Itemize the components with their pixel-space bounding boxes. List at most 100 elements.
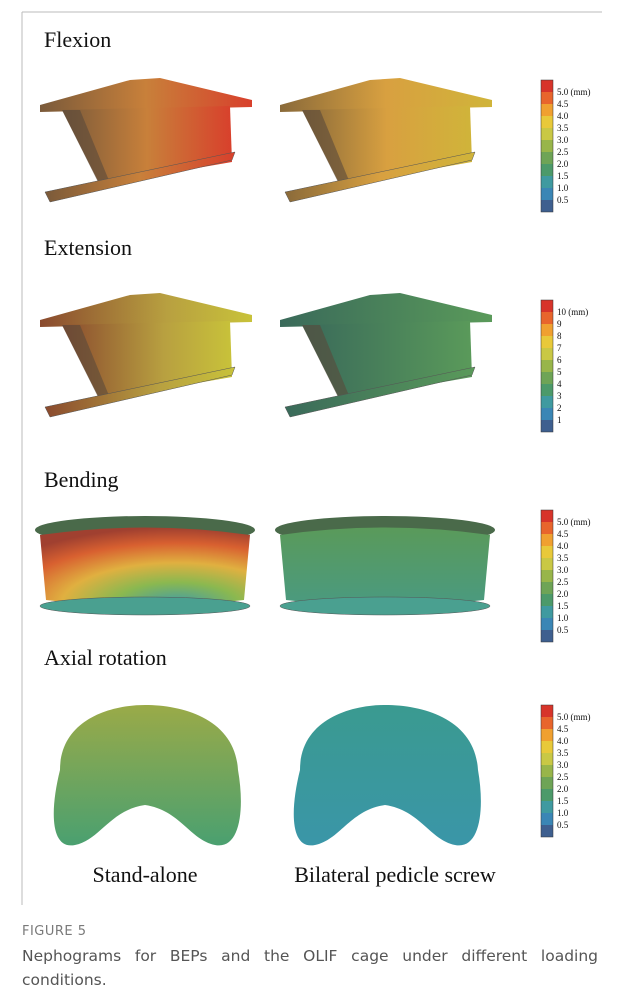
colorbar-label: 2.5: [557, 577, 569, 587]
colorbar-label: 10 (mm): [557, 307, 588, 317]
colorbar-label: 3.0: [557, 135, 569, 145]
colorbar-segment: [541, 765, 553, 777]
colorbar-segment: [541, 116, 553, 128]
colorbar-label: 4: [557, 379, 562, 389]
colorbar-segment: [541, 200, 553, 212]
nephogram: [280, 293, 492, 417]
colorbar-segment: [541, 384, 553, 396]
colorbar-label: 3.0: [557, 760, 569, 770]
colorbar-label: 6: [557, 355, 562, 365]
colorbar-segment: [541, 753, 553, 765]
colorbar-label: 0.5: [557, 625, 569, 635]
colorbar-segment: [541, 372, 553, 384]
colorbar-label: 2.0: [557, 589, 569, 599]
colorbar-segment: [541, 618, 553, 630]
colorbar-segment: [541, 396, 553, 408]
colorbar-segment: [541, 300, 553, 312]
colorbar-label: 5.0 (mm): [557, 87, 591, 97]
caption-text: Nephograms for BEPs and the OLIF cage un…: [22, 944, 598, 992]
endplate: [294, 705, 481, 845]
colorbar-segment: [541, 128, 553, 140]
endplate: [54, 705, 241, 845]
colorbar-segment: [541, 408, 553, 420]
cage-body: [280, 528, 490, 607]
colorbar-segment: [541, 630, 553, 642]
colorbar-segment: [541, 777, 553, 789]
colorbar-label: 4.5: [557, 724, 569, 734]
colorbar-label: 2.0: [557, 784, 569, 794]
colorbar-label: 5.0 (mm): [557, 712, 591, 722]
page: Flexion 5.0 (mm) 4.5 4.0 3.5 3.0 2.5 2.0 1.5 1.0 0…: [0, 0, 617, 998]
nephogram: [40, 78, 252, 202]
colorbar-segment: [541, 570, 553, 582]
column-label: Bilateral pedicle screw: [294, 862, 496, 887]
colorbar-segment: [541, 705, 553, 717]
panel-title: Extension: [44, 235, 132, 260]
colorbar-label: 0.5: [557, 195, 569, 205]
column-label: Stand-alone: [92, 862, 197, 887]
colorbar-label: 8: [557, 331, 562, 341]
colorbar-segment: [541, 825, 553, 837]
colorbar-segment: [541, 582, 553, 594]
panel-title: Bending: [44, 467, 119, 492]
colorbar-segment: [541, 510, 553, 522]
colorbar-label: 3.0: [557, 565, 569, 575]
colorbar-segment: [541, 164, 553, 176]
colorbar-label: 4.0: [557, 736, 569, 746]
colorbar-segment: [541, 534, 553, 546]
colorbar-segment: [541, 348, 553, 360]
colorbar-segment: [541, 104, 553, 116]
colorbar-label: 1.0: [557, 613, 569, 623]
colorbar-segment: [541, 801, 553, 813]
colorbar-segment: [541, 80, 553, 92]
colorbar-segment: [541, 140, 553, 152]
colorbar-segment: [541, 606, 553, 618]
colorbar-label: 5.0 (mm): [557, 517, 591, 527]
nephogram: [275, 516, 495, 615]
colorbar-segment: [541, 717, 553, 729]
colorbar-segment: [541, 152, 553, 164]
colorbar-label: 3.5: [557, 748, 569, 758]
colorbar-label: 4.5: [557, 99, 569, 109]
colorbar-segment: [541, 789, 553, 801]
colorbar-label: 3: [557, 391, 562, 401]
colorbar-segment: [541, 558, 553, 570]
panel-title: Flexion: [44, 27, 111, 52]
colorbar-segment: [541, 546, 553, 558]
colorbar-label: 3.5: [557, 123, 569, 133]
colorbar-label: 1.5: [557, 171, 569, 181]
colorbar-label: 0.5: [557, 820, 569, 830]
nephogram: [294, 705, 481, 845]
colorbar-label: 1.0: [557, 808, 569, 818]
colorbar-label: 1.5: [557, 601, 569, 611]
nephogram: [35, 516, 255, 615]
colorbar-label: 1.5: [557, 796, 569, 806]
colorbar-label: 4.0: [557, 541, 569, 551]
colorbar-segment: [541, 741, 553, 753]
colorbar-label: 2: [557, 403, 562, 413]
colorbar-segment: [541, 420, 553, 432]
colorbar-label: 9: [557, 319, 562, 329]
colorbar-segment: [541, 336, 553, 348]
cage-plate-bottom: [40, 597, 250, 615]
colorbar-label: 3.5: [557, 553, 569, 563]
colorbar-segment: [541, 176, 553, 188]
colorbar-label: 2.0: [557, 159, 569, 169]
colorbar-segment: [541, 594, 553, 606]
colorbar-segment: [541, 92, 553, 104]
nephogram: [54, 705, 241, 845]
colorbar-label: 2.5: [557, 147, 569, 157]
colorbar-label: 5: [557, 367, 562, 377]
colorbar-segment: [541, 324, 553, 336]
colorbar-label: 1: [557, 415, 562, 425]
cage-plate-bottom: [280, 597, 490, 615]
colorbar-label: 4.0: [557, 111, 569, 121]
colorbar-label: 4.5: [557, 529, 569, 539]
panel-title: Axial rotation: [44, 645, 167, 670]
colorbar-label: 1.0: [557, 183, 569, 193]
cage-body: [40, 528, 250, 607]
nephogram: [40, 293, 252, 417]
caption-label: FIGURE 5: [22, 924, 87, 939]
colorbar-segment: [541, 312, 553, 324]
figure: Flexion 5.0 (mm) 4.5 4.0 3.5 3.0 2.5 2.0 1.5 1.0 0…: [0, 0, 617, 915]
